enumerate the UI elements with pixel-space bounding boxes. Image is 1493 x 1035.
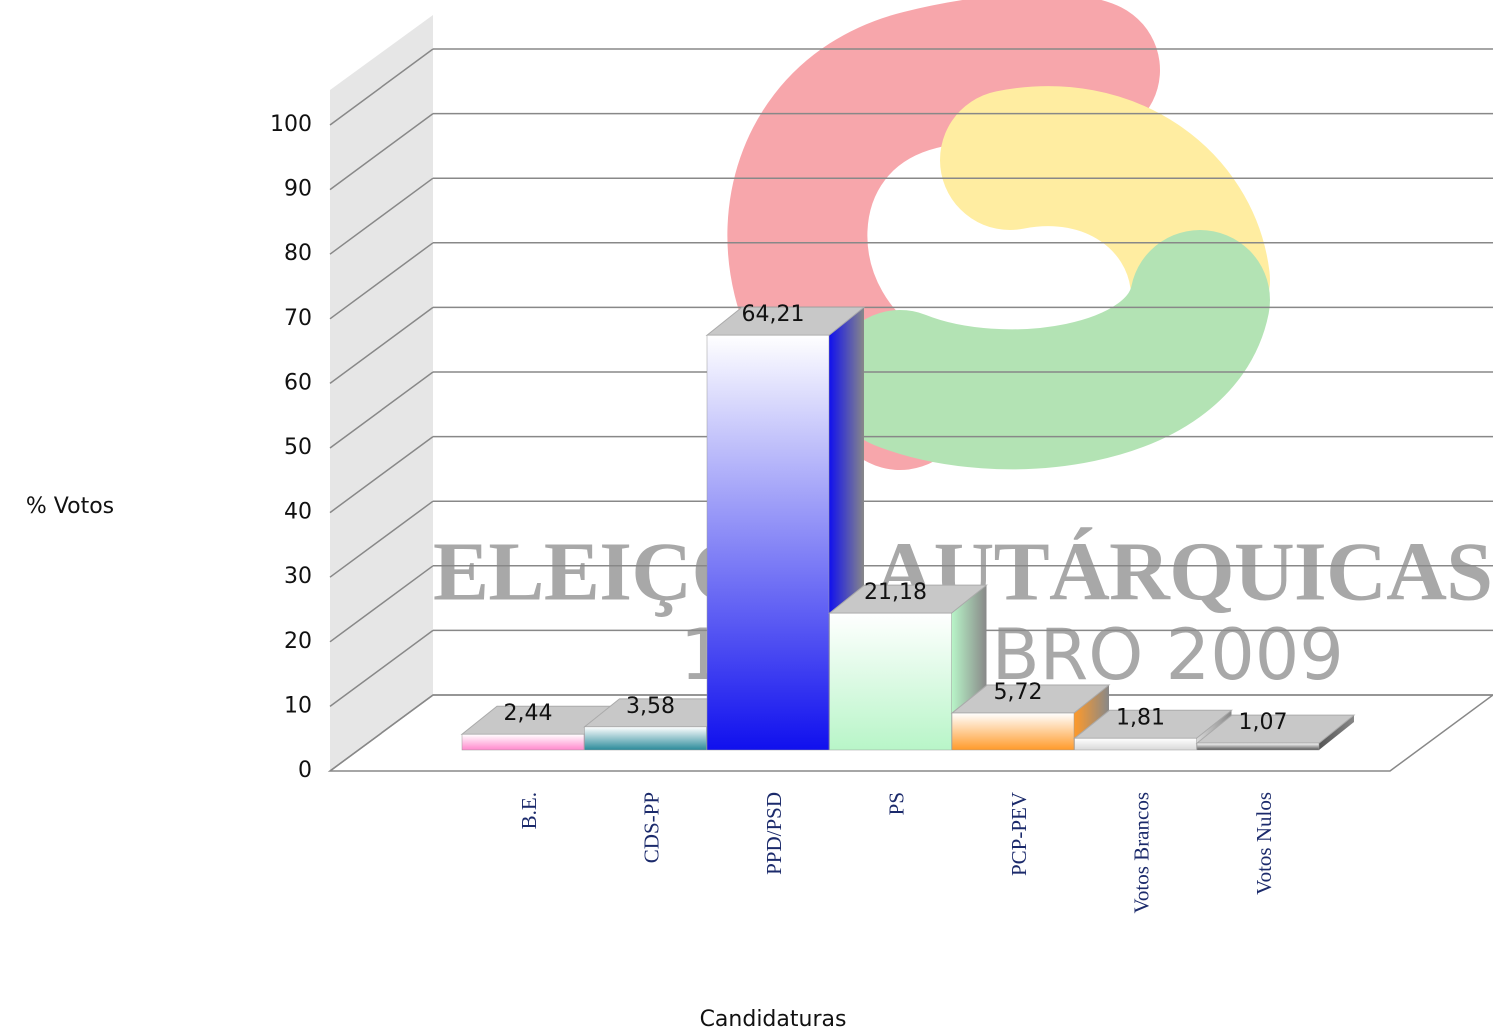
bar — [462, 734, 584, 750]
x-tick-label: B.E. — [517, 792, 541, 829]
bar — [952, 713, 1074, 750]
x-tick-label: PCP-PEV — [1007, 792, 1031, 876]
x-tick-label: Votos Brancos — [1129, 792, 1153, 914]
x-tick-label: CDS-PP — [639, 792, 663, 863]
side-wall — [330, 15, 433, 771]
y-tick-label: 90 — [284, 177, 312, 202]
bar — [585, 727, 707, 750]
y-tick-label: 20 — [284, 629, 312, 654]
value-label: 64,21 — [742, 302, 805, 327]
bar — [830, 613, 952, 750]
y-axis-title: % Votos — [26, 494, 114, 519]
bar — [1197, 743, 1319, 750]
x-tick-label: Votos Nulos — [1252, 792, 1276, 895]
bar — [1075, 738, 1197, 750]
y-tick-label: 50 — [284, 435, 312, 460]
y-tick-label: 10 — [284, 693, 312, 718]
y-tick-label: 0 — [298, 758, 312, 783]
y-tick-label: 100 — [270, 112, 312, 137]
value-label: 21,18 — [864, 580, 927, 605]
bar — [707, 335, 829, 750]
value-label: 5,72 — [994, 680, 1043, 705]
y-tick-label: 40 — [284, 500, 312, 525]
value-label: 1,07 — [1239, 710, 1288, 735]
value-label: 3,58 — [626, 694, 675, 719]
value-label: 1,81 — [1116, 705, 1165, 730]
y-tick-label: 70 — [284, 306, 312, 331]
chart: ELEIÇÕES AUTÁRQUICAS 11 OUTUBRO 2009 % V… — [0, 0, 1493, 1035]
value-label: 2,44 — [504, 701, 553, 726]
y-tick-label: 30 — [284, 564, 312, 589]
y-tick-label: 80 — [284, 241, 312, 266]
y-tick-label: 60 — [284, 370, 312, 395]
x-axis-title: Candidaturas — [700, 1007, 847, 1032]
x-tick-label: PS — [884, 792, 908, 815]
x-tick-label: PPD/PSD — [762, 792, 786, 875]
